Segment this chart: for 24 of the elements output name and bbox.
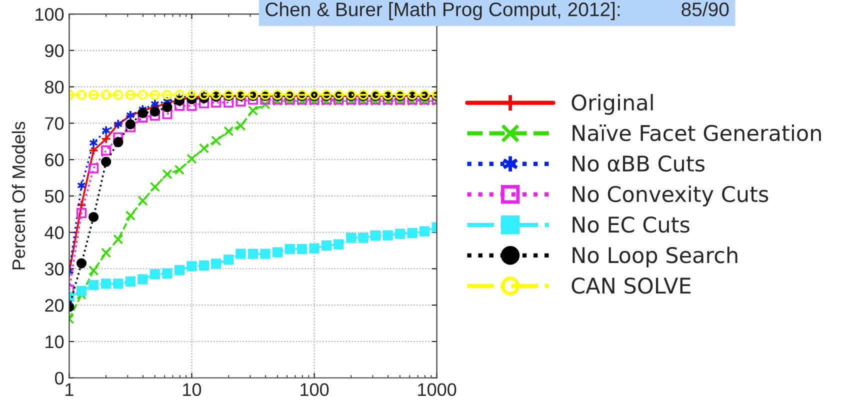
y-tick-label: 40 (44, 226, 64, 240)
legend-label: No EC Cuts (572, 216, 690, 233)
y-tick-label: 10 (46, 335, 64, 348)
annotation: Chen & Burer [Math Prog Comput, 2012]: 85/90 (266, 2, 729, 20)
y-tick-label: 70 (45, 117, 64, 130)
y-tick-label: 80 (45, 80, 64, 94)
x-tick-label: 10 (183, 383, 202, 396)
legend-label: Naïve Facet Generation (572, 124, 821, 142)
y-tick-label: 50 (44, 190, 64, 203)
legend-label: No Convexity Cuts (572, 186, 768, 206)
x-tick-label: 100 (300, 383, 329, 396)
legend-label: CAN SOLVE (572, 278, 690, 294)
y-tick-label: 0 (55, 372, 64, 385)
y-axis-title: Percent Of Models (12, 122, 26, 270)
y-tick-label: 30 (44, 262, 64, 276)
legend-label: Original (572, 94, 653, 115)
x-tick-label: 1000 (418, 383, 456, 396)
x-tick-label: 1 (66, 383, 74, 396)
legend-label: No Loop Search (572, 246, 738, 268)
y-tick-label: 60 (45, 154, 64, 166)
y-tick-label: 20 (45, 299, 64, 312)
y-tick-label: 90 (45, 44, 64, 58)
legend-label: No αBB Cuts (572, 155, 705, 172)
y-tick-label: 100 (36, 8, 64, 21)
